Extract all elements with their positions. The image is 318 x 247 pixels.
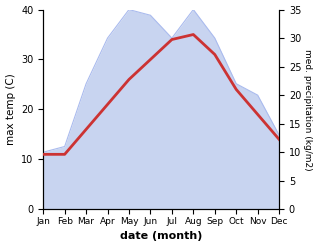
- Y-axis label: max temp (C): max temp (C): [5, 74, 16, 145]
- Y-axis label: med. precipitation (kg/m2): med. precipitation (kg/m2): [303, 49, 313, 170]
- X-axis label: date (month): date (month): [120, 231, 202, 242]
